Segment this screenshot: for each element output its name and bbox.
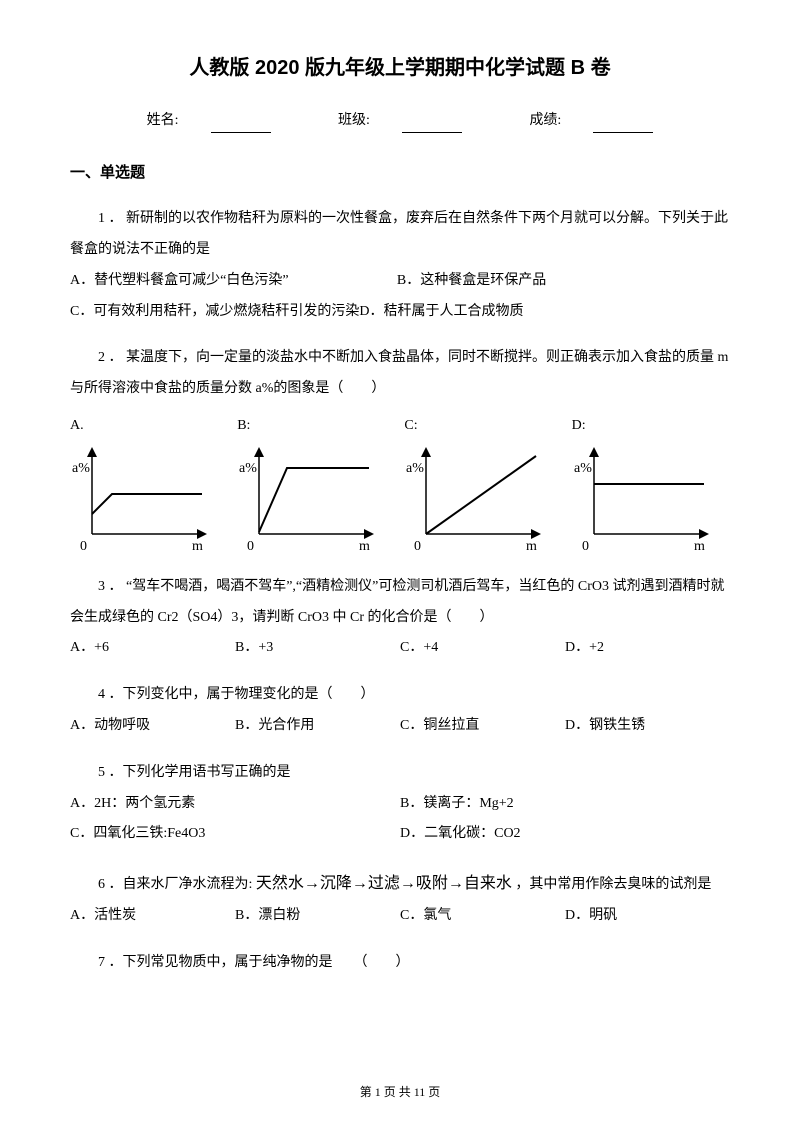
question-3: 3 ． “驾车不喝酒，喝酒不驾车”,“酒精检测仪”可检测司机酒后驾车，当红色的 … <box>70 572 730 664</box>
q3-text: 3 ． “驾车不喝酒，喝酒不驾车”,“酒精检测仪”可检测司机酒后驾车，当红色的 … <box>70 572 730 634</box>
q5-opt-a: A．2H：两个氢元素 <box>70 789 400 820</box>
q2-graph-d: D: a% 0 m <box>572 411 730 554</box>
q3-opt-b: B．+3 <box>235 633 400 664</box>
question-5: 5 ．下列化学用语书写正确的是 A．2H：两个氢元素 B．镁离子：Mg+2 C．… <box>70 758 730 850</box>
q1-opt-b: B．这种餐盒是环保产品 <box>397 266 720 297</box>
q1-text: 1 ． 新研制的以农作物秸秆为原料的一次性餐盒，废弃后在自然条件下两个月就可以分… <box>70 204 730 266</box>
q2-graph-a: A. a% 0 m <box>70 411 228 554</box>
chart-b: a% 0 m <box>237 444 377 554</box>
score-blank[interactable] <box>593 119 653 133</box>
q5-text: 5 ．下列化学用语书写正确的是 <box>70 758 730 789</box>
page-footer: 第 1 页 共 11 页 <box>0 1082 800 1104</box>
q6-text: 6 ．自来水厂净水流程为: 天然水→沉降→过滤→吸附→自来水 ，其中常用作除去臭… <box>70 866 730 901</box>
question-6: 6 ．自来水厂净水流程为: 天然水→沉降→过滤→吸附→自来水 ，其中常用作除去臭… <box>70 866 730 932</box>
q2-label-d: D: <box>572 411 730 442</box>
section-1-header: 一、单选题 <box>70 159 730 186</box>
q2-graphs: A. a% 0 m B: a% 0 m C: a% 0 m D: a% 0 m <box>70 411 730 554</box>
svg-text:0: 0 <box>80 539 87 554</box>
q2-graph-c: C: a% 0 m <box>404 411 562 554</box>
svg-text:0: 0 <box>247 539 254 554</box>
svg-text:0: 0 <box>414 539 421 554</box>
chart-c: a% 0 m <box>404 444 544 554</box>
q2-text: 2 ． 某温度下，向一定量的淡盐水中不断加入食盐晶体，同时不断搅拌。则正确表示加… <box>70 343 730 405</box>
q1-opt-d: D．秸秆属于人工合成物质 <box>359 304 523 319</box>
svg-text:0: 0 <box>582 539 589 554</box>
svg-text:m: m <box>359 539 370 554</box>
class-blank[interactable] <box>402 119 462 133</box>
q6-opt-c: C．氯气 <box>400 901 565 932</box>
svg-text:a%: a% <box>406 461 424 476</box>
q3-opt-c: C．+4 <box>400 633 565 664</box>
q5-opt-b: B．镁离子：Mg+2 <box>400 789 730 820</box>
q3-opt-a: A．+6 <box>70 633 235 664</box>
svg-text:m: m <box>192 539 203 554</box>
exam-title: 人教版 2020 版九年级上学期期中化学试题 B 卷 <box>70 50 730 86</box>
q6-flow: 天然水→沉降→过滤→吸附→自来水 <box>256 875 512 892</box>
q3-opt-d: D．+2 <box>565 633 730 664</box>
svg-text:a%: a% <box>72 461 90 476</box>
q4-opt-b: B．光合作用 <box>235 711 400 742</box>
question-7: 7 ．下列常见物质中，属于纯净物的是 （ ） <box>70 948 730 979</box>
name-blank[interactable] <box>211 119 271 133</box>
q6-opt-b: B．漂白粉 <box>235 901 400 932</box>
svg-text:a%: a% <box>239 461 257 476</box>
chart-a: a% 0 m <box>70 444 210 554</box>
q5-opt-d: D．二氧化碳：CO2 <box>400 819 730 850</box>
class-label: 班级: <box>338 113 370 128</box>
q2-label-a: A. <box>70 411 228 442</box>
q6-post: ，其中常用作除去臭味的试剂是 <box>515 877 711 892</box>
q4-text: 4 ．下列变化中，属于物理变化的是（ ） <box>70 680 730 711</box>
chart-d: a% 0 m <box>572 444 712 554</box>
student-info-line: 姓名: 班级: 成绩: <box>70 108 730 133</box>
score-label: 成绩: <box>529 113 561 128</box>
q4-opt-d: D．钢铁生锈 <box>565 711 730 742</box>
question-4: 4 ．下列变化中，属于物理变化的是（ ） A．动物呼吸 B．光合作用 C．铜丝拉… <box>70 680 730 742</box>
name-label: 姓名: <box>147 113 179 128</box>
q1-opt-a: A．替代塑料餐盒可减少“白色污染” <box>70 266 393 297</box>
svg-text:m: m <box>526 539 537 554</box>
question-1: 1 ． 新研制的以农作物秸秆为原料的一次性餐盒，废弃后在自然条件下两个月就可以分… <box>70 204 730 327</box>
q5-opt-c: C．四氧化三铁:Fe4O3 <box>70 819 400 850</box>
q1-opt-c: C．可有效利用秸秆，减少燃烧秸秆引发的污染 <box>70 304 359 319</box>
q4-opt-c: C．铜丝拉直 <box>400 711 565 742</box>
q2-label-c: C: <box>404 411 562 442</box>
q7-text: 7 ．下列常见物质中，属于纯净物的是 （ ） <box>70 948 730 979</box>
svg-text:m: m <box>694 539 705 554</box>
q6-pre: 6 ．自来水厂净水流程为: <box>98 877 252 892</box>
q6-opt-d: D．明矾 <box>565 901 730 932</box>
question-2: 2 ． 某温度下，向一定量的淡盐水中不断加入食盐晶体，同时不断搅拌。则正确表示加… <box>70 343 730 553</box>
q2-label-b: B: <box>237 411 395 442</box>
q2-graph-b: B: a% 0 m <box>237 411 395 554</box>
q4-opt-a: A．动物呼吸 <box>70 711 235 742</box>
q6-opt-a: A．活性炭 <box>70 901 235 932</box>
svg-text:a%: a% <box>574 461 592 476</box>
